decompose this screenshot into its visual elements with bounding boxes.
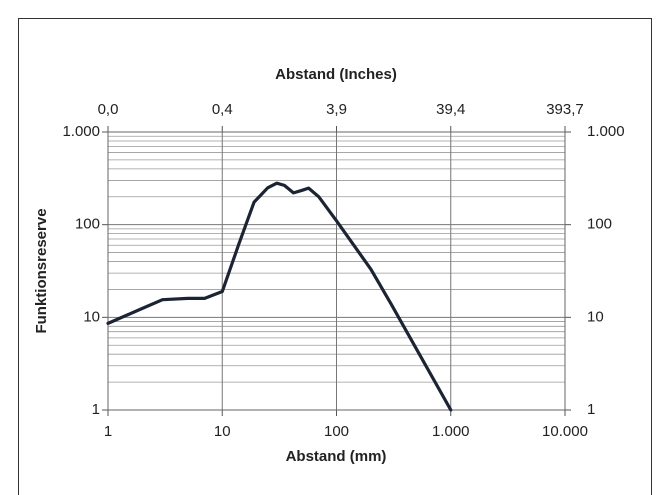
x-title: Abstand (mm) [286, 448, 387, 465]
y-tick-label: 10 [83, 308, 100, 325]
x2-tick-label: 3,9 [326, 101, 347, 118]
frame [18, 18, 652, 495]
y2-tick-label: 1 [587, 401, 595, 418]
x-tick-label: 10 [214, 423, 231, 440]
x-tick-label: 1.000 [432, 423, 470, 440]
y2-tick-label: 100 [587, 216, 612, 233]
plot-border [107, 131, 566, 411]
y-tick-label: 1.000 [62, 123, 100, 140]
y-title: Funktionsreserve [33, 208, 50, 333]
x2-tick-label: 393,7 [546, 101, 584, 118]
x-tick-label: 10.000 [542, 423, 588, 440]
y2-tick-label: 10 [587, 308, 604, 325]
x-tick-label: 1 [104, 423, 112, 440]
y-tick-label: 1 [92, 401, 100, 418]
x2-tick-label: 0,4 [212, 101, 233, 118]
line [106, 181, 453, 412]
x2-tick-label: 39,4 [436, 101, 465, 118]
x2-title: Abstand (Inches) [275, 66, 397, 83]
y-tick-label: 100 [75, 216, 100, 233]
x-tick-label: 100 [324, 423, 349, 440]
y2-tick-label: 1.000 [587, 123, 625, 140]
x2-tick-label: 0,0 [98, 101, 119, 118]
